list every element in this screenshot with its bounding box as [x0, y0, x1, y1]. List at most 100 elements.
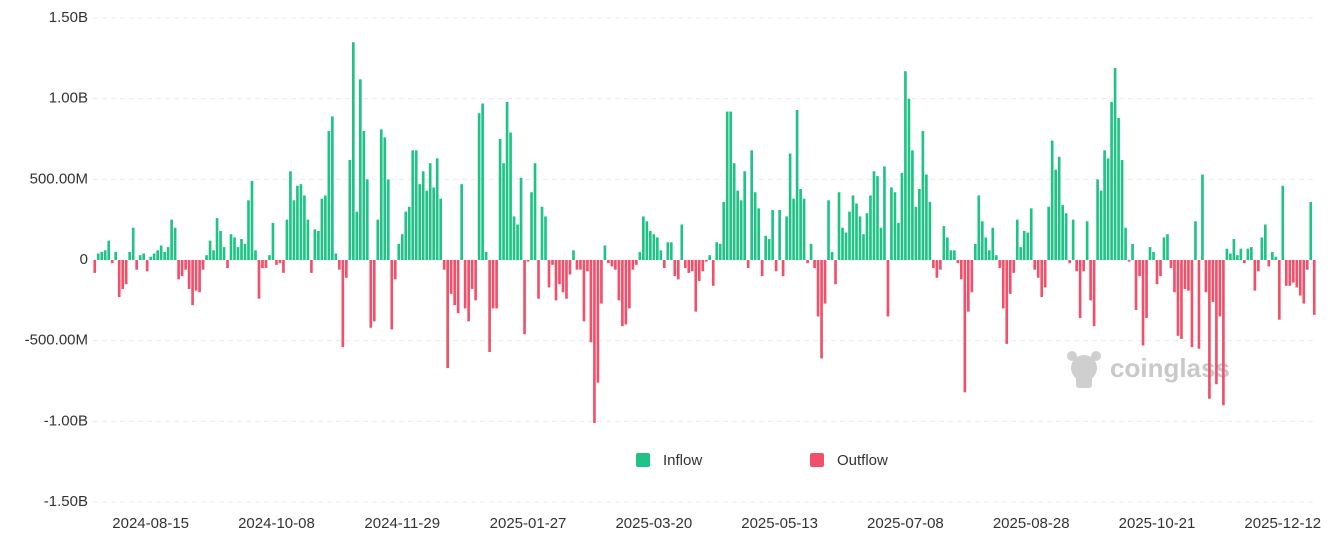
bar [530, 192, 533, 260]
bar [844, 232, 848, 260]
bar [145, 260, 149, 272]
bar [138, 255, 142, 260]
bar [184, 260, 187, 270]
bar [614, 260, 617, 270]
bar [1085, 221, 1089, 260]
bar [1110, 101, 1113, 260]
bar [198, 260, 201, 293]
bar [173, 227, 177, 260]
bar [425, 190, 429, 260]
bar [1264, 224, 1267, 260]
bar [722, 201, 726, 260]
x-tick-label: 2025-07-08 [867, 515, 944, 532]
bar [1180, 260, 1183, 340]
bar [928, 201, 932, 260]
bar [1015, 219, 1019, 260]
bar [565, 260, 568, 299]
legend-label: Outflow [837, 452, 888, 469]
bar [603, 245, 607, 260]
bar [799, 189, 802, 260]
bar [1215, 260, 1218, 385]
bar [386, 179, 390, 260]
bar [212, 250, 215, 260]
bar [855, 203, 858, 260]
bar [540, 206, 544, 260]
bar [481, 103, 484, 260]
legend-item[interactable]: Inflow [636, 452, 702, 469]
bar [729, 111, 733, 260]
bar [498, 139, 502, 260]
bar [495, 260, 498, 309]
bar [163, 251, 166, 260]
bar [946, 237, 949, 260]
bar [519, 177, 523, 260]
bar [110, 260, 114, 264]
bar [652, 234, 656, 260]
bar [568, 260, 572, 275]
bar [1302, 260, 1306, 304]
bar [1001, 260, 1005, 309]
bar [383, 137, 387, 260]
bar [1257, 260, 1260, 272]
bar [1005, 260, 1009, 344]
bar [1138, 260, 1141, 277]
bar [348, 159, 352, 260]
bar [152, 253, 156, 260]
bar [261, 260, 264, 269]
bar [1270, 251, 1274, 260]
bar [474, 260, 477, 301]
bar [411, 150, 415, 260]
bar [1204, 260, 1208, 293]
bar [537, 260, 540, 299]
bar [1159, 260, 1162, 277]
bar [607, 260, 610, 264]
bar [774, 260, 778, 272]
bar [1218, 260, 1222, 317]
bar [586, 260, 589, 272]
bar [544, 216, 547, 260]
bar [809, 243, 813, 260]
bar [1145, 260, 1148, 319]
bar [977, 195, 981, 260]
bar [659, 250, 663, 260]
bar [638, 251, 642, 260]
bar [764, 235, 767, 260]
bar [690, 260, 694, 272]
bar [331, 116, 334, 260]
bar [376, 219, 380, 260]
bar [1113, 68, 1117, 260]
bar [509, 132, 512, 260]
bar [418, 184, 422, 260]
bar [194, 260, 198, 291]
bar [491, 260, 495, 309]
x-tick-label: 2025-10-21 [1119, 515, 1196, 532]
bar [1295, 260, 1299, 288]
bar [851, 195, 855, 260]
bar [666, 242, 670, 260]
bar [421, 171, 425, 260]
bar [435, 158, 439, 260]
bar [551, 260, 554, 265]
bar [1071, 219, 1075, 260]
bar [736, 190, 740, 260]
bar [1260, 237, 1264, 260]
bar [966, 260, 970, 312]
bar [1152, 251, 1155, 260]
bar [907, 98, 911, 261]
bar [1232, 239, 1236, 260]
bar [739, 200, 743, 260]
bar [1288, 260, 1292, 286]
bar [124, 260, 128, 285]
bar [655, 237, 659, 260]
bar [1047, 206, 1051, 260]
bar [1043, 260, 1047, 288]
bar [243, 243, 247, 260]
bar [271, 222, 275, 260]
legend-item[interactable]: Outflow [810, 452, 888, 469]
bar [1134, 260, 1138, 311]
legend-swatch [810, 453, 824, 467]
bar [624, 260, 628, 325]
bar [631, 260, 635, 270]
bar [561, 260, 565, 293]
bar [264, 260, 268, 269]
